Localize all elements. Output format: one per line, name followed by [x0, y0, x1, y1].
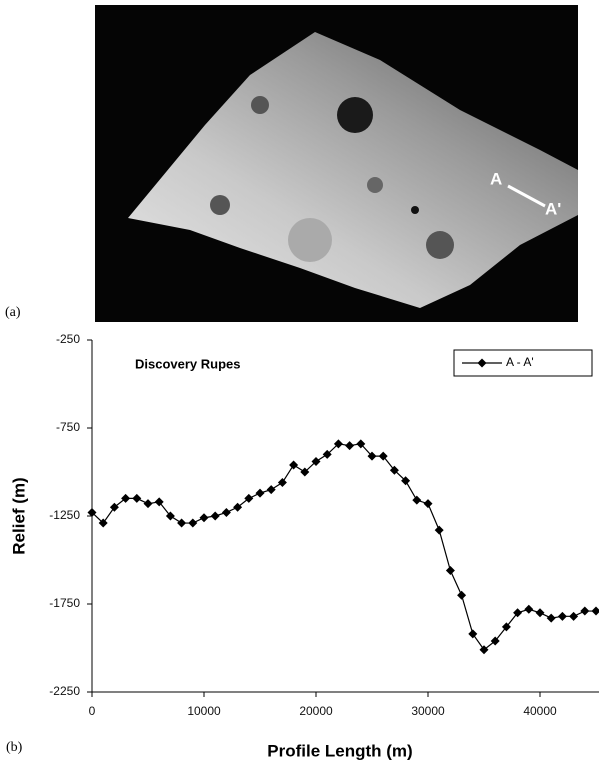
chart: (b) Discovery Rupes Profile Length (m) R…: [6, 332, 599, 760]
data-point: [144, 499, 153, 508]
legend-label: A - A': [506, 355, 534, 369]
y-axis-label: Relief (m): [9, 477, 28, 554]
data-point: [580, 607, 589, 616]
data-point: [222, 508, 231, 517]
x-tick-label: 30000: [411, 704, 445, 718]
data-point: [278, 478, 287, 487]
crater: [337, 97, 373, 133]
y-tick-label: -750: [56, 420, 80, 434]
image-panel: A A' (a): [5, 5, 578, 322]
data-point: [424, 499, 433, 508]
data-point: [345, 441, 354, 450]
data-point: [211, 512, 220, 521]
data-point: [468, 629, 477, 638]
crater: [426, 231, 454, 259]
panel-label: (a): [5, 305, 21, 320]
x-tick-label: 40000: [523, 704, 557, 718]
data-point: [289, 460, 298, 469]
x-tick-label: 10000: [187, 704, 221, 718]
crater: [367, 177, 383, 193]
y-tick-label: -250: [56, 332, 80, 346]
y-tick-label: -1250: [49, 508, 80, 522]
annotation: Discovery Rupes: [135, 356, 241, 371]
data-point: [132, 494, 141, 503]
point-label: A': [545, 199, 561, 218]
figure: A A' (a) (b) Discovery Rupes Profile Len…: [0, 0, 599, 770]
data-point: [188, 519, 197, 528]
y-tick-label: -1750: [49, 596, 80, 610]
data-point: [558, 612, 567, 621]
data-point: [592, 607, 599, 616]
data-point: [200, 513, 209, 522]
data-point: [267, 485, 276, 494]
x-axis-label: Profile Length (m): [267, 741, 412, 760]
point-label: A: [490, 169, 502, 188]
data-point: [569, 612, 578, 621]
x-tick-label: 0: [89, 704, 96, 718]
panel-label: (b): [6, 740, 23, 755]
data-point: [524, 605, 533, 614]
data-point: [536, 608, 545, 617]
x-tick-label: 20000: [299, 704, 333, 718]
data-point: [177, 519, 186, 528]
page: A A' (a) (b) Discovery Rupes Profile Len…: [0, 0, 599, 770]
crater: [251, 96, 269, 114]
series-line: [92, 444, 596, 650]
data-point: [547, 614, 556, 623]
crater: [288, 218, 332, 262]
data-point: [446, 566, 455, 575]
crater: [210, 195, 230, 215]
data-point: [457, 591, 466, 600]
data-point: [435, 526, 444, 535]
data-point: [412, 496, 421, 505]
y-tick-label: -2250: [49, 684, 80, 698]
data-point: [256, 489, 265, 498]
crater: [411, 206, 419, 214]
